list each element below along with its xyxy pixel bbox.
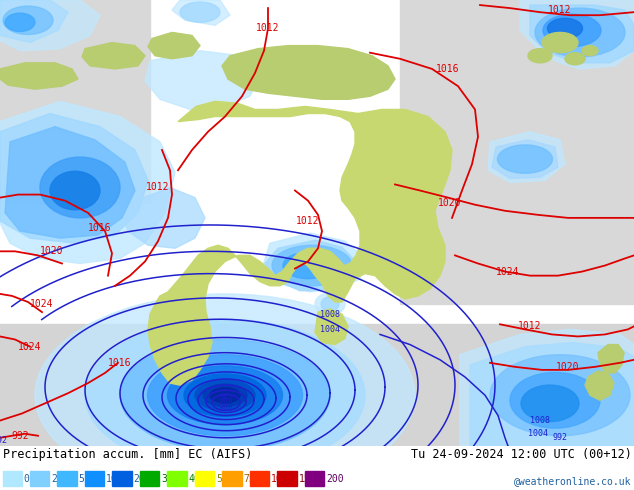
Ellipse shape xyxy=(498,145,552,173)
Text: 0.5: 0.5 xyxy=(23,474,41,484)
Ellipse shape xyxy=(510,372,600,428)
Polygon shape xyxy=(520,0,634,69)
Text: 1008: 1008 xyxy=(320,310,340,318)
Text: Tu 24-09-2024 12:00 UTC (00+12): Tu 24-09-2024 12:00 UTC (00+12) xyxy=(411,448,631,462)
Text: 20: 20 xyxy=(134,474,145,484)
Ellipse shape xyxy=(521,385,579,421)
Ellipse shape xyxy=(542,32,578,53)
Text: 1012: 1012 xyxy=(518,321,541,331)
Polygon shape xyxy=(82,43,145,69)
Text: 988: 988 xyxy=(219,403,233,412)
Text: 1004: 1004 xyxy=(320,325,340,334)
Text: 1012: 1012 xyxy=(296,216,320,226)
Ellipse shape xyxy=(184,374,266,416)
Text: 2: 2 xyxy=(51,474,57,484)
Text: 1020: 1020 xyxy=(438,197,462,208)
Text: 10: 10 xyxy=(106,474,118,484)
Polygon shape xyxy=(0,101,175,264)
Text: 30: 30 xyxy=(161,474,173,484)
Text: 1024: 1024 xyxy=(496,267,520,276)
Ellipse shape xyxy=(283,252,333,279)
Ellipse shape xyxy=(272,245,352,286)
Text: 75: 75 xyxy=(243,474,256,484)
Ellipse shape xyxy=(582,46,598,56)
Ellipse shape xyxy=(548,18,583,39)
Text: 992: 992 xyxy=(11,431,29,441)
Text: 1024: 1024 xyxy=(30,299,54,309)
Text: 1020: 1020 xyxy=(556,362,579,372)
Ellipse shape xyxy=(321,297,339,311)
Polygon shape xyxy=(148,32,200,59)
Text: 150: 150 xyxy=(299,474,316,484)
Polygon shape xyxy=(460,329,634,446)
Polygon shape xyxy=(172,0,230,25)
Text: 1012: 1012 xyxy=(548,5,572,15)
Ellipse shape xyxy=(195,380,255,411)
Ellipse shape xyxy=(85,319,365,471)
Text: 1016: 1016 xyxy=(436,64,460,74)
Text: 1004: 1004 xyxy=(528,429,548,438)
Text: 5: 5 xyxy=(79,474,84,484)
Polygon shape xyxy=(0,0,68,43)
Polygon shape xyxy=(488,132,565,182)
Text: 50: 50 xyxy=(216,474,228,484)
Ellipse shape xyxy=(490,355,630,436)
Polygon shape xyxy=(0,324,634,446)
Ellipse shape xyxy=(5,13,35,31)
Text: 992: 992 xyxy=(0,436,8,445)
Text: @weatheronline.co.uk: @weatheronline.co.uk xyxy=(514,476,631,486)
Polygon shape xyxy=(0,0,100,50)
Polygon shape xyxy=(492,140,558,178)
Ellipse shape xyxy=(543,14,601,47)
Ellipse shape xyxy=(210,388,240,403)
Ellipse shape xyxy=(3,6,53,34)
Text: 40: 40 xyxy=(188,474,200,484)
Ellipse shape xyxy=(35,294,415,490)
Polygon shape xyxy=(0,114,148,243)
Text: Precipitation accum. [mm] EC (AIFS): Precipitation accum. [mm] EC (AIFS) xyxy=(3,448,252,462)
Ellipse shape xyxy=(565,53,585,65)
Polygon shape xyxy=(0,63,78,89)
Polygon shape xyxy=(262,233,365,292)
Polygon shape xyxy=(585,371,614,400)
Ellipse shape xyxy=(203,384,247,406)
Text: 980: 980 xyxy=(219,395,233,404)
Ellipse shape xyxy=(180,2,220,22)
Ellipse shape xyxy=(50,172,100,210)
Polygon shape xyxy=(470,343,634,446)
Text: 1020: 1020 xyxy=(40,246,64,256)
Text: 992: 992 xyxy=(552,433,567,442)
Ellipse shape xyxy=(315,293,345,315)
Polygon shape xyxy=(122,188,205,248)
Polygon shape xyxy=(400,0,634,304)
Polygon shape xyxy=(148,101,452,385)
Text: 1016: 1016 xyxy=(88,223,112,233)
Polygon shape xyxy=(315,309,348,344)
Ellipse shape xyxy=(120,340,330,451)
Polygon shape xyxy=(598,344,624,373)
Polygon shape xyxy=(0,0,150,203)
Ellipse shape xyxy=(167,366,283,425)
Text: 1008: 1008 xyxy=(530,416,550,425)
Polygon shape xyxy=(5,127,135,238)
Text: 200: 200 xyxy=(326,474,344,484)
Ellipse shape xyxy=(148,355,302,436)
Polygon shape xyxy=(145,50,260,109)
Ellipse shape xyxy=(535,8,625,57)
Polygon shape xyxy=(265,240,358,291)
Polygon shape xyxy=(530,5,634,63)
Text: 1024: 1024 xyxy=(18,342,42,352)
Text: 1016: 1016 xyxy=(108,358,132,368)
Text: 100: 100 xyxy=(271,474,288,484)
Ellipse shape xyxy=(40,157,120,218)
Ellipse shape xyxy=(528,49,552,63)
Polygon shape xyxy=(222,46,395,99)
Text: 1012: 1012 xyxy=(146,182,170,193)
Text: 1012: 1012 xyxy=(256,24,280,33)
